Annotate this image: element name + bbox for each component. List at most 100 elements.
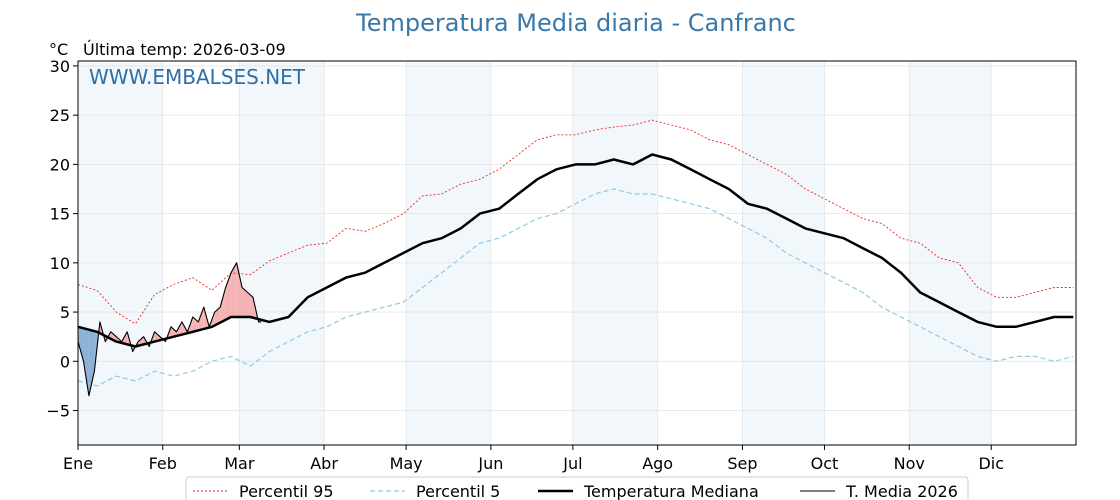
series-p95-point: [211, 290, 212, 291]
series-p95-point: [537, 139, 538, 140]
series-2026-point: [170, 326, 171, 327]
series-p95-point: [288, 252, 289, 253]
series-p95-point: [652, 120, 653, 121]
x-tick-label-may: May: [390, 454, 423, 473]
x-tick-label-jul: Jul: [562, 454, 582, 473]
x-tick-label-abr: Abr: [310, 454, 338, 473]
series-2026-point: [214, 312, 215, 313]
series-median-point: [231, 316, 232, 317]
series-2026-point: [220, 307, 221, 308]
series-p95-point: [250, 274, 251, 275]
series-p5-point: [135, 380, 136, 381]
series-median-point: [958, 312, 959, 313]
x-axis: Ene Feb Mar Abr May Jun Jul Ago Sep Oct Nov Dic: [63, 445, 1004, 473]
series-p5-point: [479, 243, 480, 244]
series-p95-point: [422, 195, 423, 196]
series-2026-point: [154, 331, 155, 332]
legend-median-label: Temperatura Mediana: [583, 482, 759, 500]
series-p5-point: [345, 316, 346, 317]
series-p95-point: [499, 169, 500, 170]
series-p5-point: [977, 356, 978, 357]
series-p95-point: [805, 188, 806, 189]
series-p5-point: [996, 361, 997, 362]
series-p5-point: [460, 257, 461, 258]
series-p5-point: [920, 326, 921, 327]
series-2026-point: [176, 331, 177, 332]
month-band-3: [572, 61, 658, 445]
series-p5-point: [1054, 361, 1055, 362]
series-p95-point: [671, 124, 672, 125]
series-median-point: [652, 154, 653, 155]
series-p5-point: [173, 376, 174, 377]
series-p95-point: [939, 257, 940, 258]
series-median-point: [766, 208, 767, 209]
series-p95-point: [97, 290, 98, 291]
month-band-2: [406, 61, 491, 445]
series-p95-point: [307, 245, 308, 246]
series-2026-point: [236, 262, 237, 263]
series-median-point: [1034, 321, 1035, 322]
series-p95-point: [920, 243, 921, 244]
series-median-point: [345, 277, 346, 278]
series-p95-point: [747, 154, 748, 155]
series-2026-point: [105, 341, 106, 342]
series-2026-point: [99, 321, 100, 322]
series-2026-point: [138, 341, 139, 342]
series-2026-point: [110, 331, 111, 332]
series-p5-point: [690, 203, 691, 204]
series-median-point: [192, 331, 193, 332]
y-tick-label-1: 25: [50, 106, 70, 125]
series-p5-point: [747, 228, 748, 229]
anomaly-warm-fill: [214, 307, 221, 326]
x-tick-label-ago: Ago: [642, 454, 673, 473]
x-tick-label-feb: Feb: [149, 454, 177, 473]
anomaly-warm-fill: [236, 262, 243, 317]
series-p5-point: [211, 361, 212, 362]
series-2026-point: [252, 297, 253, 298]
series-median-point: [422, 243, 423, 244]
series-p95-point: [709, 139, 710, 140]
series-p5-point: [537, 218, 538, 219]
series-p95-point: [479, 179, 480, 180]
series-p95-line: [77, 119, 1074, 325]
series-p95-point: [786, 174, 787, 175]
series-median-point: [97, 331, 98, 332]
series-2026-point: [143, 336, 144, 337]
series-p5-point: [786, 252, 787, 253]
series-p95-point: [613, 126, 614, 127]
series-p5-point: [900, 316, 901, 317]
series-median-point: [116, 341, 117, 342]
series-p95-point: [633, 124, 634, 125]
series-p5-point: [116, 376, 117, 377]
series-p5-point: [1073, 356, 1074, 357]
series-p95-point: [345, 228, 346, 229]
series-p5-point: [326, 326, 327, 327]
series-p95-point: [441, 193, 442, 194]
series-layer: [77, 119, 1074, 397]
x-tick-label-dic: Dic: [978, 454, 1004, 473]
series-p95-point: [173, 284, 174, 285]
y-tick-label-7: −5: [46, 402, 70, 421]
series-p95-point: [766, 164, 767, 165]
y-tick-label-4: 10: [50, 254, 70, 273]
series-median-point: [920, 292, 921, 293]
y-tick-label-0: 30: [50, 57, 70, 76]
series-p95-point: [384, 223, 385, 224]
series-p95-point: [824, 198, 825, 199]
series-p5-point: [154, 371, 155, 372]
series-p5-point: [192, 371, 193, 372]
legend-2026-label: T. Media 2026: [845, 482, 958, 500]
series-p5-point: [384, 307, 385, 308]
series-median-point: [671, 159, 672, 160]
series-2026-point: [159, 336, 160, 337]
series-median-point: [633, 164, 634, 165]
series-2026-point: [181, 321, 182, 322]
series-p5-point: [269, 351, 270, 352]
series-2026-point: [187, 331, 188, 332]
series-median-point: [709, 179, 710, 180]
series-p5-point: [939, 336, 940, 337]
series-p5-point: [594, 193, 595, 194]
series-median-point: [269, 321, 270, 322]
series-p5-point: [1015, 356, 1016, 357]
y-axis: 30 25 20 15 10 5 0 −5: [46, 57, 78, 421]
